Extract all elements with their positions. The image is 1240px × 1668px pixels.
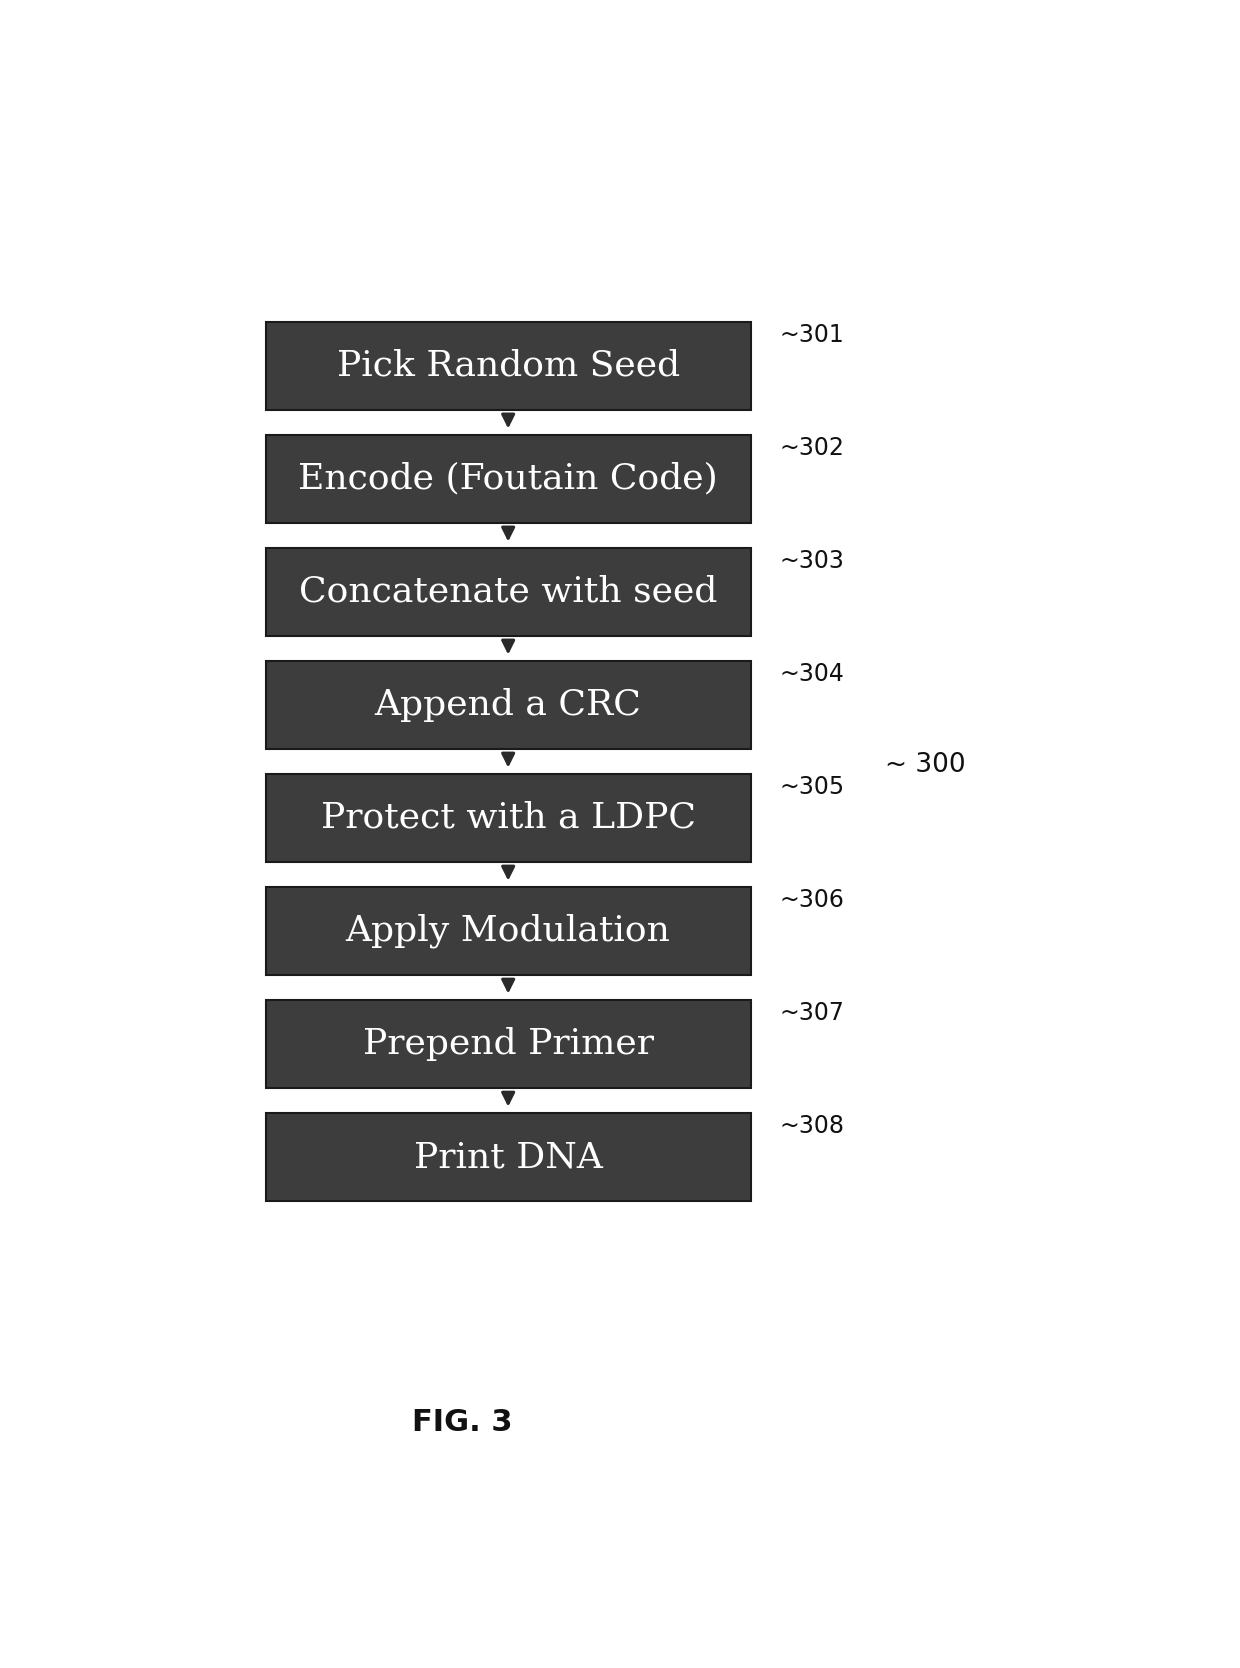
Text: Prepend Primer: Prepend Primer <box>362 1027 653 1061</box>
Text: Print DNA: Print DNA <box>414 1139 603 1174</box>
Bar <box>265 549 750 636</box>
Text: Pick Random Seed: Pick Random Seed <box>336 349 680 384</box>
Text: ~308: ~308 <box>780 1114 844 1138</box>
Bar <box>265 887 750 974</box>
Bar <box>265 322 750 410</box>
Text: Concatenate with seed: Concatenate with seed <box>299 575 718 609</box>
Text: ~303: ~303 <box>780 549 844 574</box>
Text: FIG. 3: FIG. 3 <box>412 1408 513 1438</box>
Bar <box>265 1113 750 1201</box>
Text: ~302: ~302 <box>780 435 844 460</box>
Text: ~306: ~306 <box>780 887 844 912</box>
Bar <box>265 774 750 862</box>
Bar <box>265 435 750 522</box>
Text: Apply Modulation: Apply Modulation <box>346 914 671 947</box>
Bar <box>265 661 750 749</box>
Text: ~ 300: ~ 300 <box>885 752 966 779</box>
Text: Protect with a LDPC: Protect with a LDPC <box>321 801 696 836</box>
Bar <box>265 1001 750 1088</box>
Text: Append a CRC: Append a CRC <box>374 687 641 722</box>
Text: ~305: ~305 <box>780 776 844 799</box>
Text: ~307: ~307 <box>780 1001 844 1026</box>
Text: ~304: ~304 <box>780 662 844 686</box>
Text: ~301: ~301 <box>780 324 844 347</box>
Text: Encode (Foutain Code): Encode (Foutain Code) <box>299 462 718 495</box>
